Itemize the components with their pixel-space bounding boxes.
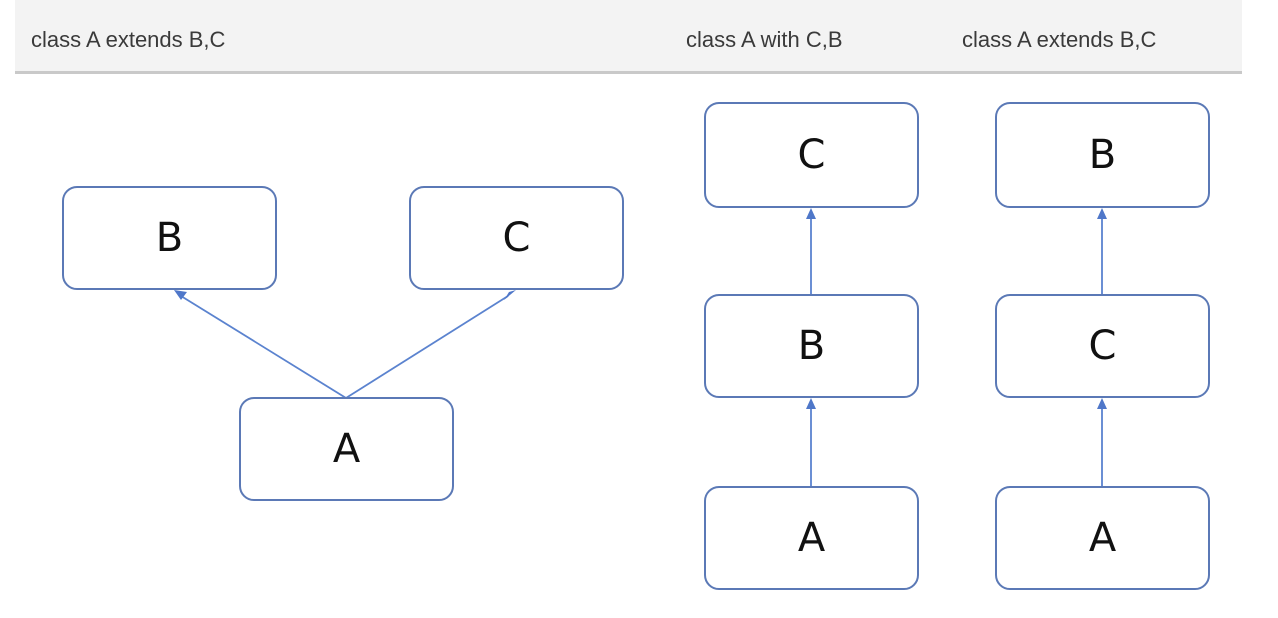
diagram-linearization-extends: B C A <box>995 102 1210 590</box>
edge-bottom-to-middle <box>1097 398 1107 487</box>
edge-middle-to-top <box>806 208 816 295</box>
edge-a-to-c <box>345 290 516 399</box>
node-bottom-label: A <box>798 515 826 561</box>
node-b: B <box>62 186 277 290</box>
node-a: A <box>239 397 454 501</box>
edge-middle-to-top <box>1097 208 1107 295</box>
node-top: B <box>995 102 1210 208</box>
diagram-linearization-with: C B A <box>704 102 919 590</box>
node-bottom: A <box>995 486 1210 590</box>
header-row: class A extends B,C class A with C,B cla… <box>15 0 1242 74</box>
node-middle-label: C <box>1089 323 1117 369</box>
node-middle: C <box>995 294 1210 398</box>
diagram-multiple-inheritance: B C A <box>62 186 624 501</box>
node-bottom-label: A <box>1089 515 1117 561</box>
header-left-label: class A extends B,C <box>31 27 226 52</box>
node-c: C <box>409 186 624 290</box>
header-middle-label: class A with C,B <box>686 27 843 52</box>
header-right-label: class A extends B,C <box>962 27 1157 52</box>
edge-a-to-b <box>174 290 347 399</box>
node-b-label: B <box>156 215 183 261</box>
node-middle-label: B <box>798 323 825 369</box>
node-top: C <box>704 102 919 208</box>
node-middle: B <box>704 294 919 398</box>
node-top-label: C <box>798 132 826 178</box>
node-bottom: A <box>704 486 919 590</box>
edge-bottom-to-middle <box>806 398 816 487</box>
node-top-label: B <box>1089 132 1116 178</box>
node-c-label: C <box>503 215 531 261</box>
node-a-label: A <box>333 426 361 472</box>
